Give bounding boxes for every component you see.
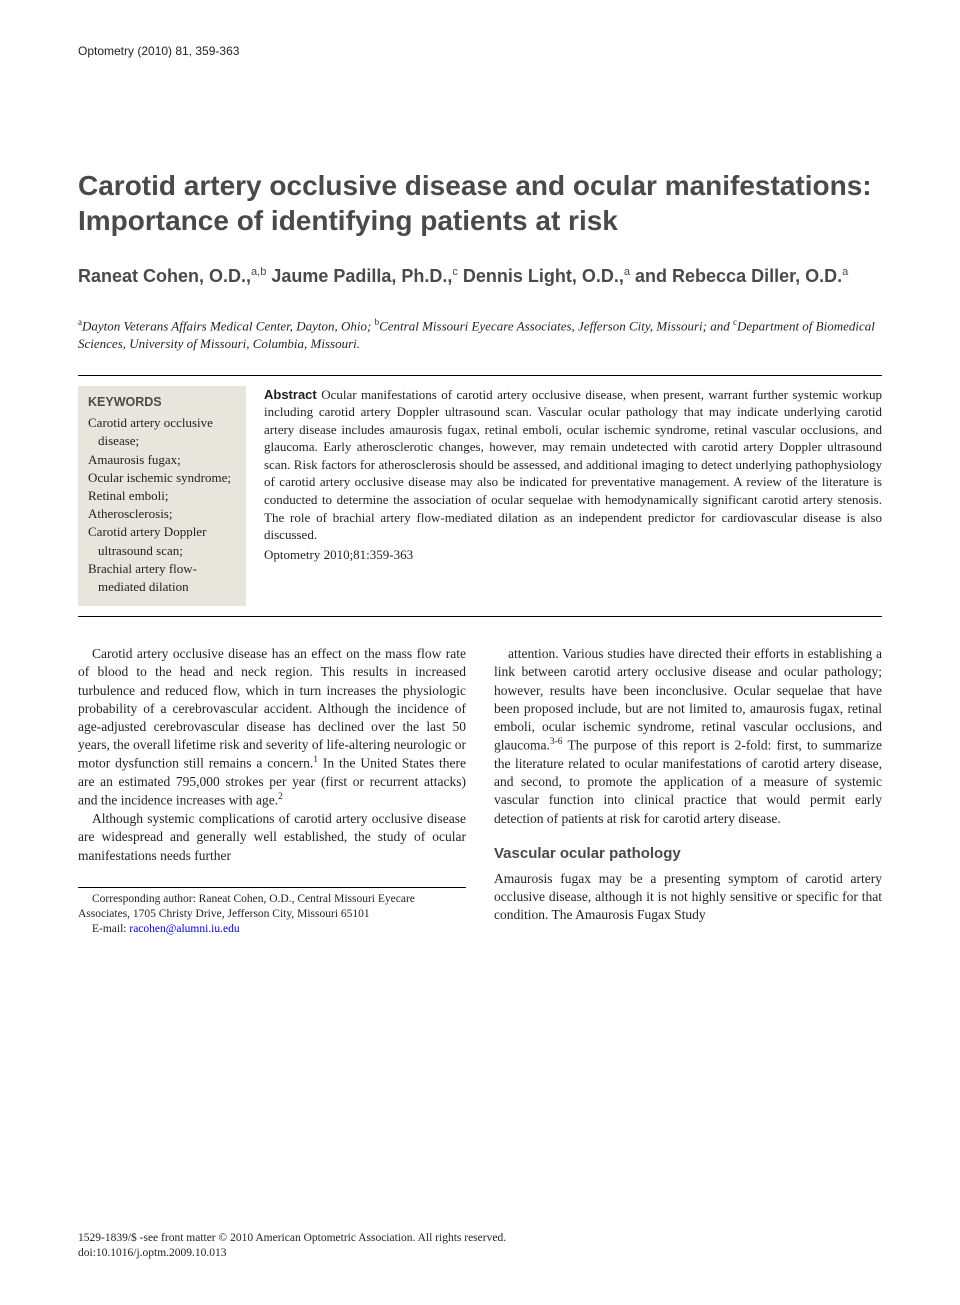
journal-header: Optometry (2010) 81, 359-363 (78, 44, 882, 58)
abstract-top-rule (78, 375, 882, 376)
keyword-item: Atherosclerosis; (88, 505, 236, 523)
body-column-right: attention. Various studies have directed… (494, 645, 882, 936)
email-label: E-mail: (92, 923, 127, 935)
keywords-abstract-row: KEYWORDS Carotid artery occlusive diseas… (78, 386, 882, 606)
email-link[interactable]: racohen@alumni.iu.edu (129, 923, 239, 935)
abstract-citation: Optometry 2010;81:359-363 (264, 546, 882, 564)
copyright-line: 1529-1839/$ -see front matter © 2010 Ame… (78, 1231, 882, 1246)
abstract-text: Ocular manifestations of carotid artery … (264, 387, 882, 542)
abstract-label: Abstract (264, 387, 317, 402)
abstract-bottom-rule (78, 616, 882, 617)
corresponding-email-line: E-mail: racohen@alumni.iu.edu (78, 922, 466, 937)
author-list: Raneat Cohen, O.D.,a,b Jaume Padilla, Ph… (78, 264, 882, 288)
body-paragraph: Although systemic complications of carot… (78, 810, 466, 865)
doi-line: doi:10.1016/j.optm.2009.10.013 (78, 1246, 882, 1261)
keyword-item: Retinal emboli; (88, 487, 236, 505)
body-column-left: Carotid artery occlusive disease has an … (78, 645, 466, 936)
corresponding-author-text: Corresponding author: Raneat Cohen, O.D.… (78, 892, 466, 922)
abstract-block: Abstract Ocular manifestations of caroti… (264, 386, 882, 606)
page-footer: 1529-1839/$ -see front matter © 2010 Ame… (78, 1231, 882, 1261)
corresponding-author-block: Corresponding author: Raneat Cohen, O.D.… (78, 887, 466, 937)
body-paragraph: Carotid artery occlusive disease has an … (78, 645, 466, 810)
keyword-item: Ocular ischemic syndrome; (88, 469, 236, 487)
keyword-item: Carotid artery Doppler ultrasound scan; (88, 523, 236, 559)
keywords-heading: KEYWORDS (88, 394, 236, 412)
keywords-box: KEYWORDS Carotid artery occlusive diseas… (78, 386, 246, 606)
keywords-list: Carotid artery occlusive disease; Amauro… (88, 414, 236, 596)
body-paragraph: attention. Various studies have directed… (494, 645, 882, 828)
body-paragraph: Amaurosis fugax may be a presenting symp… (494, 870, 882, 925)
body-two-column: Carotid artery occlusive disease has an … (78, 645, 882, 936)
keyword-item: Amaurosis fugax; (88, 451, 236, 469)
keyword-item: Carotid artery occlusive disease; (88, 414, 236, 450)
keyword-item: Brachial artery flow-mediated dilation (88, 560, 236, 596)
section-heading: Vascular ocular pathology (494, 844, 882, 864)
article-title: Carotid artery occlusive disease and ocu… (78, 168, 882, 238)
affiliations: aDayton Veterans Affairs Medical Center,… (78, 316, 882, 352)
